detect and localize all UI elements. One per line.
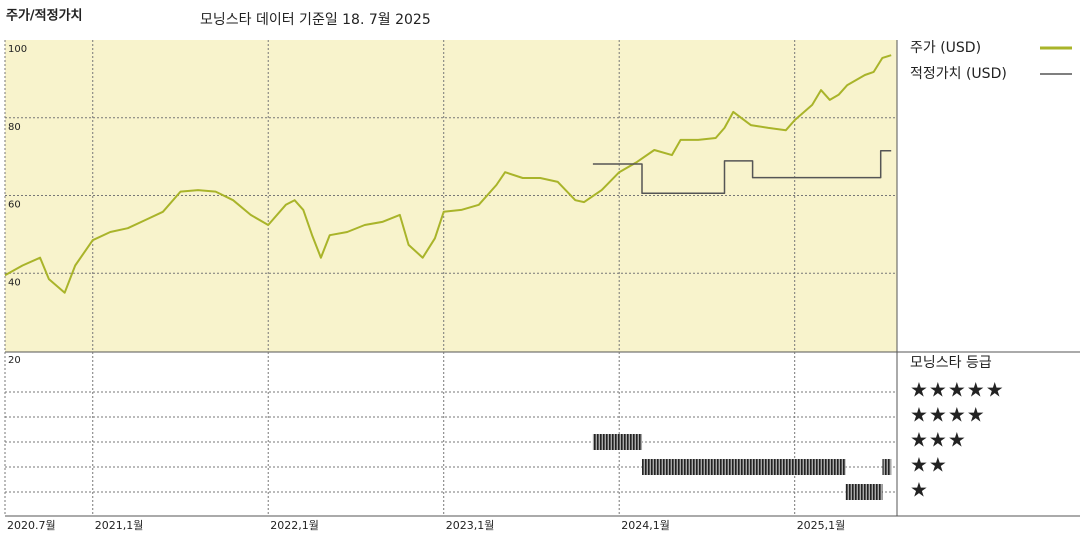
y-tick-label: 80 — [8, 122, 21, 133]
rating-title: 모닝스타 등급 — [910, 355, 992, 371]
rating-bar — [882, 459, 892, 475]
legend-label: 적정가치 (USD) — [910, 66, 1007, 82]
rating-label: ★★★ — [910, 428, 967, 452]
y-tick-label: 100 — [8, 44, 27, 55]
legend-label: 주가 (USD) — [910, 40, 981, 56]
x-tick-label: 2022,1월 — [270, 519, 319, 532]
y-tick-label: 20 — [8, 355, 21, 366]
rating-label: ★ — [910, 478, 929, 502]
chart-subtitle: 모닝스타 데이터 기준일 18. 7월 2025 — [200, 12, 431, 28]
x-tick-label: 2024,1월 — [621, 519, 670, 532]
rating-label: ★★★★ — [910, 403, 986, 427]
rating-label: ★★ — [910, 453, 948, 477]
chart-title: 주가/적정가치 — [6, 8, 83, 24]
x-tick-label: 2023,1월 — [446, 519, 495, 532]
rating-bar — [592, 434, 643, 450]
y-tick-label: 40 — [8, 277, 21, 288]
x-tick-label: 2020.7월 — [7, 519, 56, 532]
series-line — [4, 54, 892, 294]
rating-bar — [845, 484, 883, 500]
rating-label: ★★★★★ — [910, 378, 1005, 402]
x-tick-label: 2021,1월 — [95, 519, 144, 532]
y-tick-label: 60 — [8, 200, 21, 211]
x-tick-label: 2025,1월 — [797, 519, 846, 532]
rating-bar — [642, 459, 846, 475]
series-line — [592, 150, 892, 194]
